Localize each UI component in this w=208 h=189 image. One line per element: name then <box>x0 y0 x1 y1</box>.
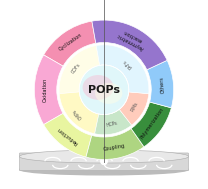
Text: CMPs: CMPs <box>72 107 84 119</box>
Wedge shape <box>131 102 171 147</box>
Circle shape <box>79 65 129 115</box>
Text: Polymerization: Polymerization <box>139 107 165 140</box>
Wedge shape <box>96 45 149 94</box>
Ellipse shape <box>20 164 188 175</box>
Ellipse shape <box>95 83 122 104</box>
Wedge shape <box>95 109 132 135</box>
Wedge shape <box>59 92 99 134</box>
Wedge shape <box>44 21 96 66</box>
Text: Coupling: Coupling <box>103 143 125 152</box>
Wedge shape <box>34 55 63 125</box>
Wedge shape <box>92 20 167 70</box>
Text: PAFs: PAFs <box>122 58 133 69</box>
Text: Others: Others <box>159 76 166 93</box>
FancyBboxPatch shape <box>20 153 188 171</box>
Wedge shape <box>147 60 174 108</box>
Text: POPs: POPs <box>88 85 120 95</box>
Text: Cyclization: Cyclization <box>58 32 83 52</box>
Wedge shape <box>44 113 92 157</box>
Text: Reduction: Reduction <box>57 126 79 146</box>
Wedge shape <box>119 92 149 125</box>
Text: PIMs: PIMs <box>130 101 140 112</box>
Wedge shape <box>86 129 144 160</box>
Text: Asymmetric
reaction: Asymmetric reaction <box>116 26 147 50</box>
Text: Oxidation: Oxidation <box>43 78 48 102</box>
Text: COFs: COFs <box>70 62 81 75</box>
Wedge shape <box>59 46 100 94</box>
Circle shape <box>101 158 107 164</box>
Ellipse shape <box>83 75 114 100</box>
Text: HCPs: HCPs <box>106 120 118 128</box>
Ellipse shape <box>19 150 189 163</box>
